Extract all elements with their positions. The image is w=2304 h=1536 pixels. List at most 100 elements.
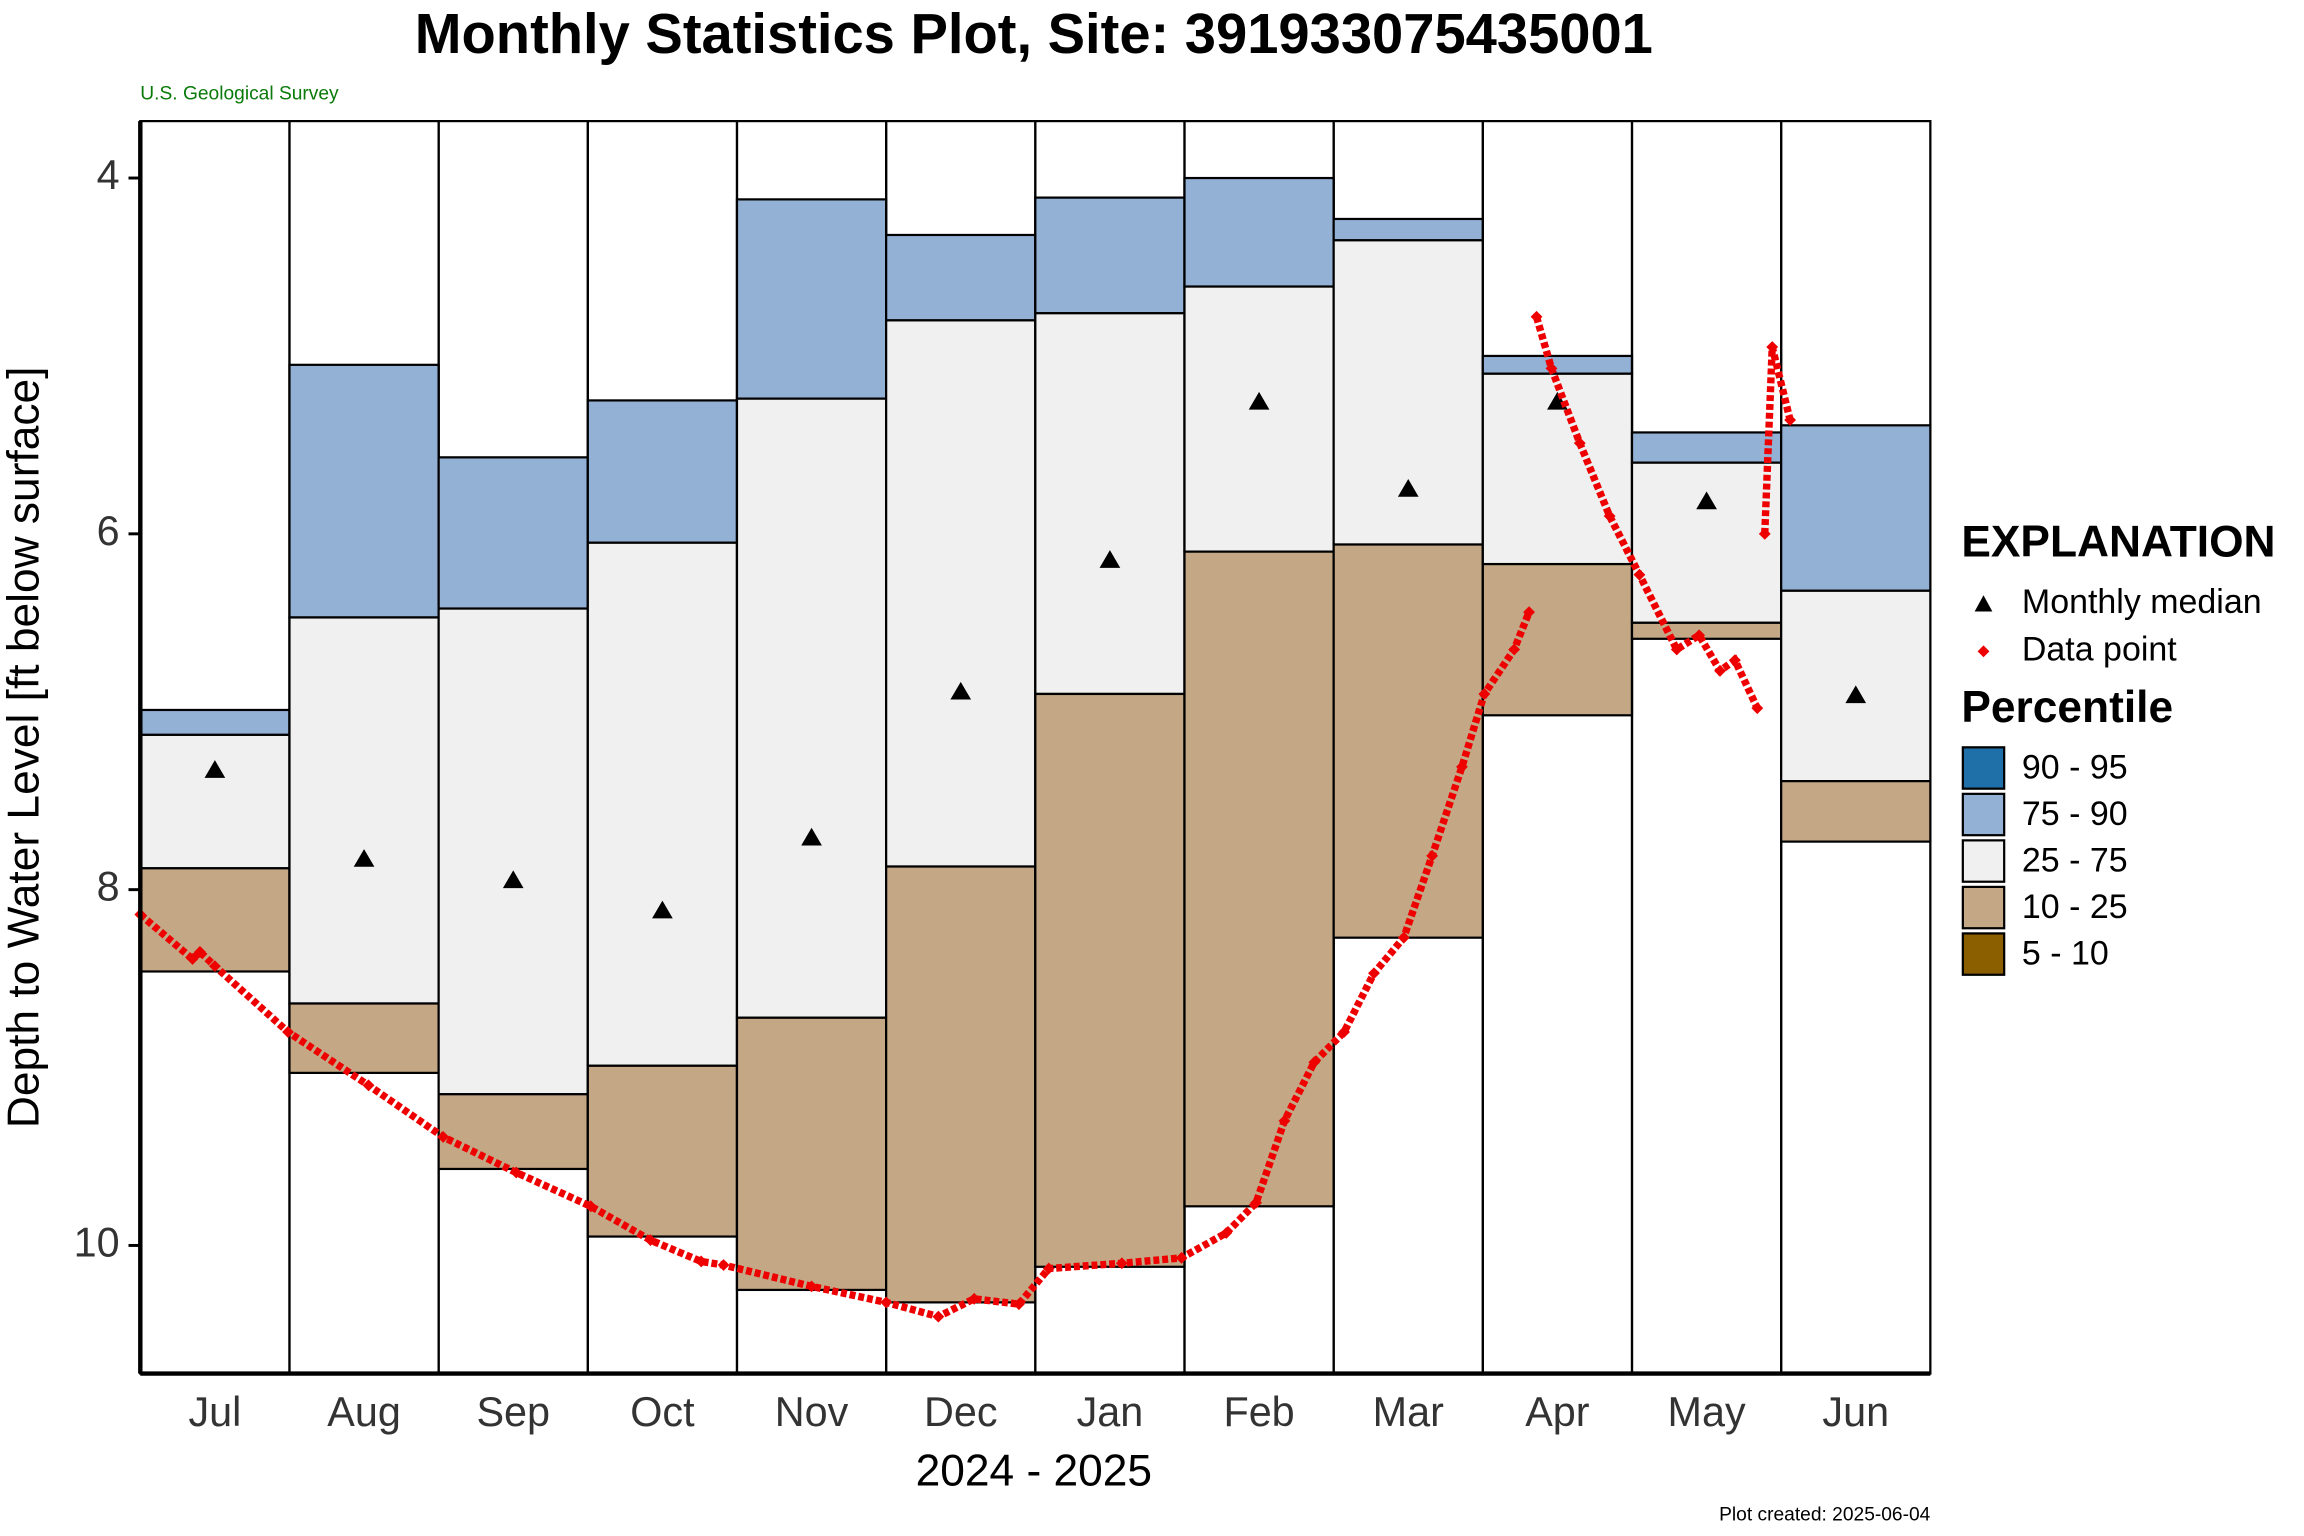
band-75-90 [1332, 217, 1484, 242]
y-tick-label: 8 [97, 864, 120, 910]
band-10-25 [1034, 692, 1186, 1268]
data-point [1042, 1262, 1055, 1275]
x-tick-label: Dec [924, 1389, 998, 1435]
footnote: Plot created: 2025-06-04 [1719, 1504, 1931, 1525]
median-marker [1099, 550, 1121, 568]
x-tick-label: Oct [630, 1389, 695, 1435]
median-marker [950, 681, 972, 700]
data-point [805, 1280, 818, 1293]
y-tick-label: 6 [97, 508, 120, 554]
band-10-25 [1780, 780, 1932, 843]
data-point [1766, 341, 1779, 353]
band-75-90 [1780, 424, 1932, 592]
legend-point: Data point [2022, 630, 2177, 668]
source: U.S. Geological Survey [140, 84, 339, 105]
x-tick-label: Jan [1077, 1389, 1144, 1435]
x-tick-label: Jun [1822, 1389, 1889, 1435]
median-marker [1248, 391, 1270, 410]
band-25-75 [586, 541, 739, 1067]
data-point [880, 1296, 893, 1309]
y-tick-label: 4 [97, 152, 120, 198]
x-tick-label: Sep [476, 1389, 550, 1435]
data-point [1308, 1056, 1321, 1069]
legend-label: 10 - 25 [2022, 888, 2128, 926]
legend-swatch [1961, 885, 2006, 930]
band-25-75 [139, 733, 291, 870]
data-point [1530, 310, 1543, 323]
data-point [695, 1255, 708, 1268]
data-point [1220, 1227, 1233, 1239]
legend-swatch [1961, 932, 2006, 976]
legend-label: 75 - 90 [2022, 795, 2128, 833]
data-point [1573, 437, 1586, 450]
data-point [1784, 414, 1797, 426]
x-axis-label: 2024 - 2025 [916, 1447, 1152, 1496]
band-10-25 [437, 1093, 589, 1171]
x-tick-label: Apr [1525, 1389, 1590, 1435]
data-point [1670, 643, 1683, 656]
data-point [584, 1200, 597, 1213]
data-point [1508, 643, 1521, 656]
data-point [1368, 967, 1380, 980]
legend-swatch [1961, 746, 2006, 790]
legend-swatch [1961, 839, 2006, 883]
legend-percentile-title: Percentile [1961, 683, 2173, 732]
data-point [932, 1310, 945, 1323]
x-tick-label: Feb [1223, 1389, 1294, 1435]
y-tick-label: 10 [74, 1219, 120, 1265]
median-marker [1845, 685, 1867, 704]
band-10-25 [1630, 621, 1783, 640]
data-point [968, 1292, 981, 1305]
legend-median-marker [1974, 595, 1993, 612]
band-10-25 [735, 1016, 888, 1292]
data-point [717, 1259, 730, 1271]
data-point [1278, 1115, 1291, 1127]
data-point [437, 1131, 450, 1143]
data-point [1426, 849, 1439, 862]
data-point [362, 1079, 375, 1092]
band-10-25 [586, 1064, 739, 1238]
median-marker [204, 760, 226, 778]
band-25-75 [885, 319, 1037, 868]
data-point [1693, 629, 1706, 642]
band-25-75 [1630, 461, 1783, 624]
legend-title: EXPLANATION [1961, 518, 2275, 567]
data-point [1115, 1257, 1128, 1270]
x-tick-label: Nov [775, 1389, 849, 1435]
data-point [1714, 664, 1726, 677]
band-75-90 [1183, 176, 1335, 288]
legend-label: 90 - 95 [2022, 748, 2128, 786]
band-75-90 [1481, 354, 1634, 375]
data-point [1456, 760, 1468, 773]
data-point [1545, 362, 1558, 375]
legend-point-marker [1977, 645, 1990, 658]
legend-median: Monthly median [2022, 583, 2262, 621]
median-marker [801, 827, 822, 846]
data-point [282, 1026, 294, 1038]
legend-label: 5 - 10 [2022, 935, 2109, 973]
data-point [644, 1234, 657, 1247]
band-75-90 [885, 233, 1037, 322]
data-point [1013, 1298, 1025, 1311]
y-axis-label: Depth to Water Level [ft below surface] [0, 367, 48, 1129]
median-marker [652, 900, 673, 919]
x-tick-label: May [1668, 1389, 1746, 1435]
median-marker [502, 870, 524, 889]
band-10-25 [1481, 562, 1634, 717]
band-75-90 [437, 456, 589, 610]
band-25-75 [1183, 285, 1335, 553]
data-point [1523, 606, 1535, 619]
band-10-25 [1332, 543, 1484, 939]
data-point [1478, 688, 1491, 700]
band-75-90 [1630, 431, 1783, 464]
data-point [1633, 568, 1646, 581]
band-75-90 [735, 198, 888, 400]
band-75-90 [288, 363, 440, 619]
legend-label: 25 - 75 [2022, 841, 2128, 879]
data-point [1729, 654, 1741, 667]
band-25-75 [288, 616, 440, 1005]
x-tick-label: Mar [1373, 1389, 1444, 1435]
band-75-90 [586, 399, 739, 544]
band-25-75 [1332, 239, 1484, 546]
